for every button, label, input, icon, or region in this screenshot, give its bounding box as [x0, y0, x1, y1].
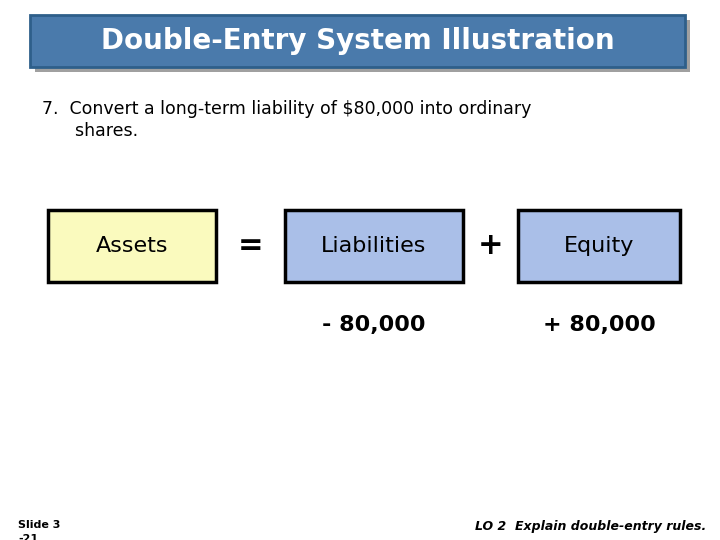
Text: Equity: Equity — [564, 236, 634, 256]
FancyBboxPatch shape — [518, 210, 680, 282]
Text: Liabilities: Liabilities — [321, 236, 427, 256]
Text: Assets: Assets — [96, 236, 168, 256]
FancyBboxPatch shape — [30, 15, 685, 67]
Text: LO 2  Explain double-entry rules.: LO 2 Explain double-entry rules. — [474, 520, 706, 533]
Text: Double-Entry System Illustration: Double-Entry System Illustration — [101, 27, 614, 55]
Text: shares.: shares. — [42, 122, 138, 140]
Text: - 80,000: - 80,000 — [323, 315, 426, 335]
Text: =: = — [238, 232, 264, 260]
Text: -21: -21 — [18, 534, 38, 540]
Text: Slide 3: Slide 3 — [18, 520, 60, 530]
Text: +: + — [477, 232, 503, 260]
Text: + 80,000: + 80,000 — [543, 315, 655, 335]
FancyBboxPatch shape — [35, 20, 690, 72]
FancyBboxPatch shape — [48, 210, 216, 282]
Text: 7.  Convert a long-term liability of $80,000 into ordinary: 7. Convert a long-term liability of $80,… — [42, 100, 531, 118]
FancyBboxPatch shape — [285, 210, 463, 282]
